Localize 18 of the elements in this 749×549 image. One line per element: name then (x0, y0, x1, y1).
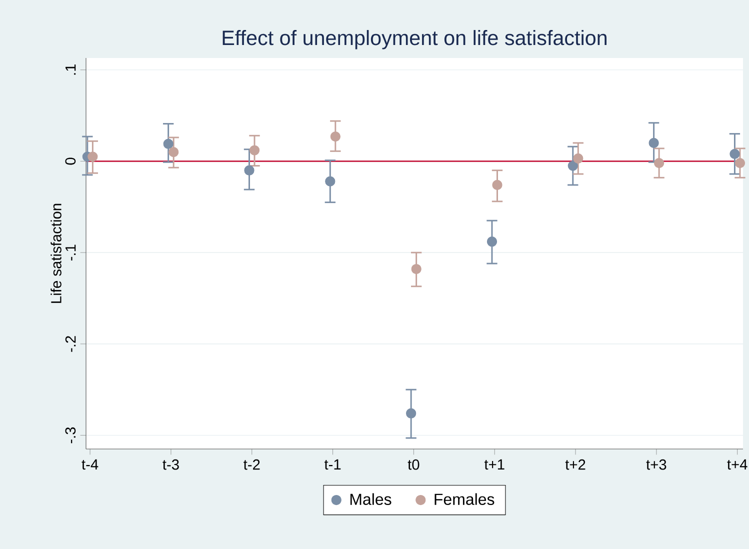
x-tick-label: t0 (408, 459, 420, 470)
x-tick-label: t+1 (484, 459, 504, 470)
y-tick-label: 0 (65, 158, 76, 165)
y-tick-label: -.2 (65, 336, 76, 352)
x-tick-label: t+4 (727, 459, 748, 470)
y-tick-label: -.1 (66, 244, 76, 260)
x-tick-label: t-1 (324, 459, 341, 470)
y-tick-label: -.3 (65, 427, 76, 444)
x-tick-label: t-3 (162, 459, 179, 470)
y-tick-label: .1 (66, 64, 76, 75)
y-axis-title: Life satisfaction (50, 204, 62, 303)
x-tick-label: t+3 (646, 459, 666, 470)
x-tick-label: t+2 (565, 459, 586, 470)
legend-label: Females (434, 493, 494, 505)
legend-label: Males (350, 493, 392, 505)
x-tick-label: t-4 (82, 459, 98, 470)
x-tick-label: t-2 (244, 459, 260, 470)
chart-title: Effect of unemployment on life satisfaction (222, 30, 606, 50)
